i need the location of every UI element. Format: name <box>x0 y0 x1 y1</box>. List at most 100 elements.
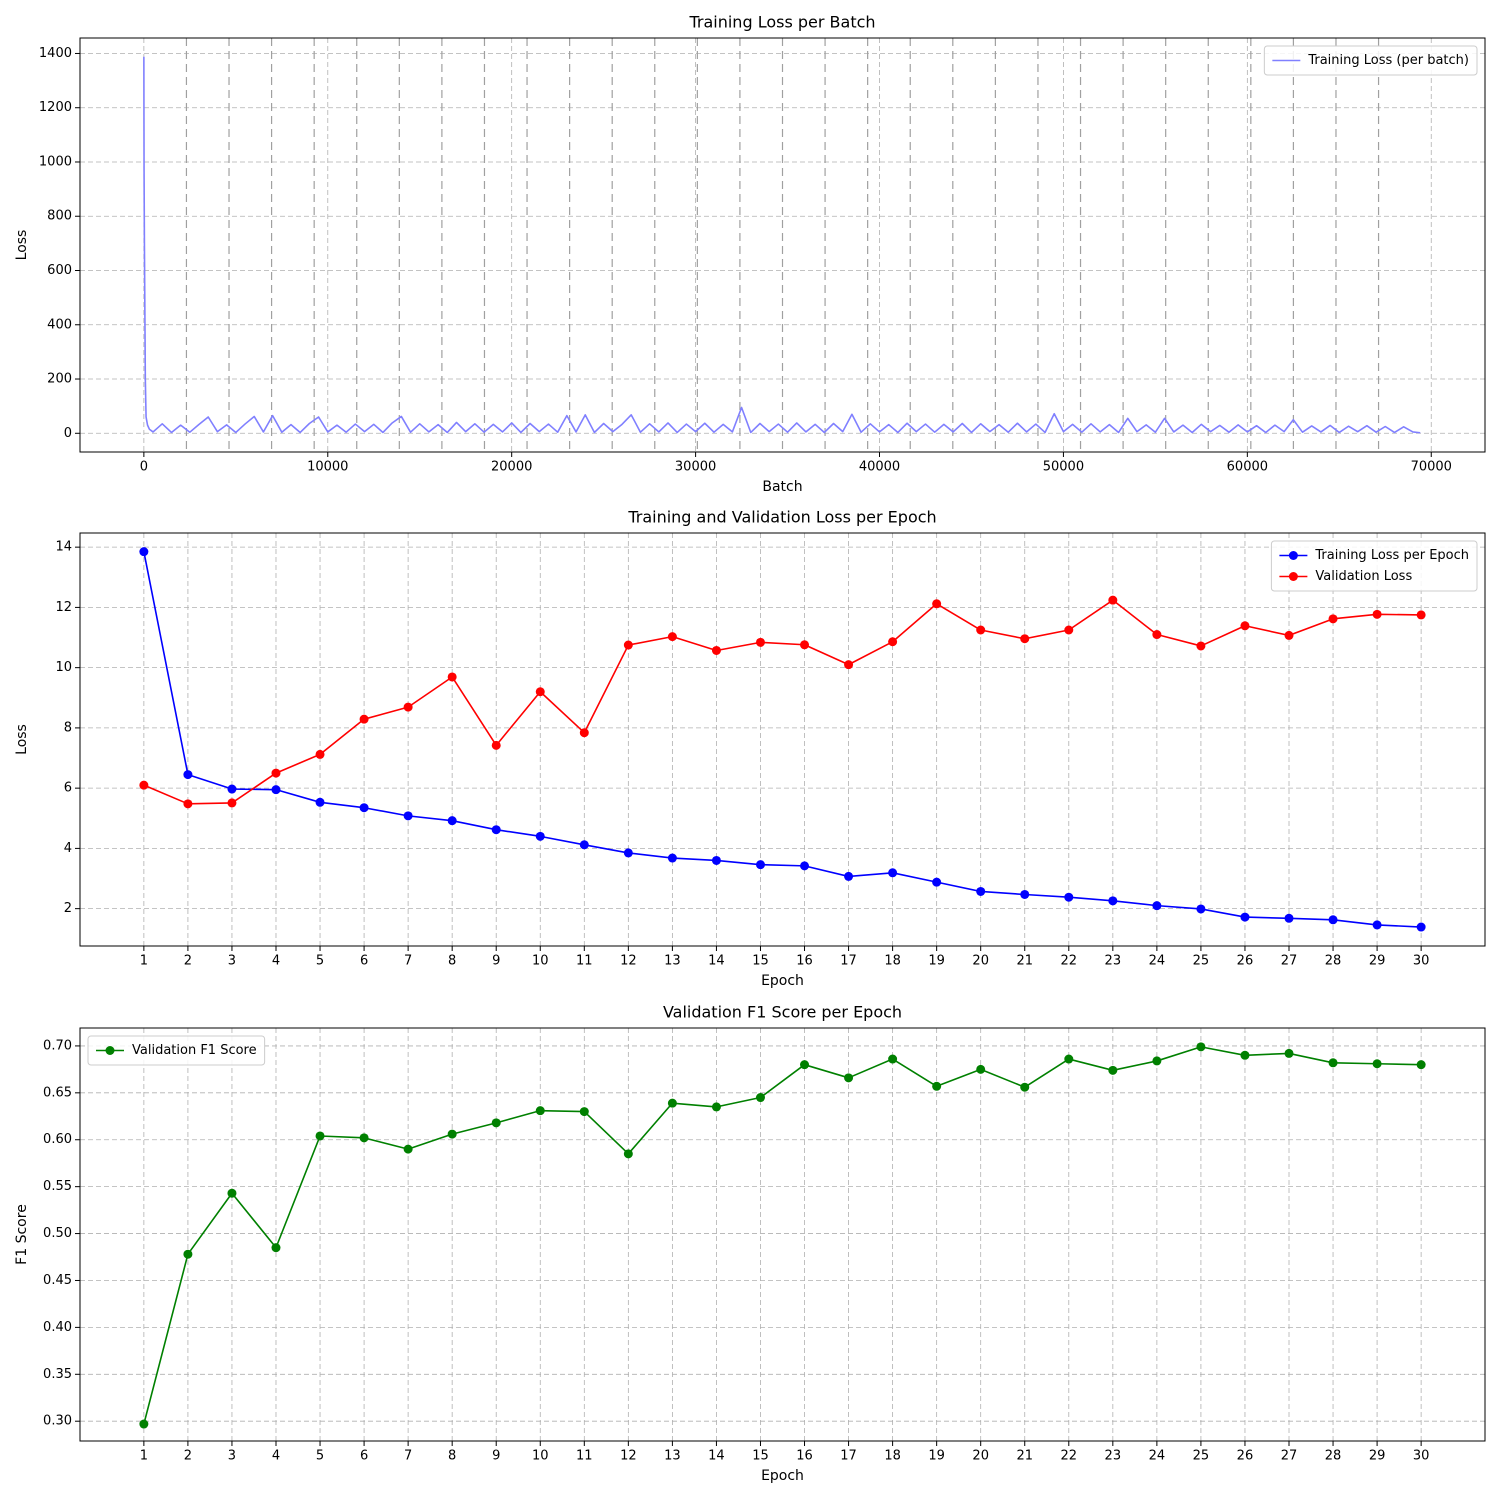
marker <box>1416 1060 1426 1070</box>
x-tick-label: 8 <box>448 954 456 969</box>
x-tick-label: 6 <box>360 954 368 969</box>
marker <box>1240 912 1250 922</box>
series-line <box>143 56 1421 434</box>
x-tick-label: 22 <box>1061 1449 1078 1464</box>
x-tick-label: 18 <box>884 954 901 969</box>
x-axis-label: Epoch <box>761 973 804 989</box>
y-tick-label: 0.55 <box>43 1179 72 1194</box>
marker <box>447 672 457 682</box>
x-tick-label: 10000 <box>307 460 348 475</box>
marker <box>1196 904 1206 914</box>
x-tick-label: 4 <box>272 954 280 969</box>
marker <box>183 1249 193 1259</box>
x-axis-label: Epoch <box>761 1468 804 1484</box>
marker <box>932 877 942 887</box>
x-tick-label: 1 <box>140 954 148 969</box>
x-tick-label: 25 <box>1193 954 1210 969</box>
y-axis-label: Loss <box>14 724 30 755</box>
y-tick-label: 14 <box>55 540 72 555</box>
x-tick-label: 3 <box>228 954 236 969</box>
y-tick-label: 0 <box>64 426 72 441</box>
marker <box>844 871 854 881</box>
marker <box>667 853 677 863</box>
x-tick-label: 16 <box>796 1449 813 1464</box>
legend-marker <box>1288 572 1298 581</box>
marker <box>447 816 457 826</box>
chart-title: Validation F1 Score per Epoch <box>663 1003 902 1022</box>
y-tick-label: 12 <box>55 600 72 615</box>
x-tick-label: 14 <box>708 1449 725 1464</box>
x-tick-label: 21 <box>1016 954 1033 969</box>
marker <box>1284 1048 1294 1058</box>
marker <box>976 625 986 635</box>
marker <box>1020 634 1030 644</box>
x-tick-label: 12 <box>620 954 637 969</box>
x-tick-label: 5 <box>316 954 324 969</box>
y-tick-label: 0.45 <box>43 1273 72 1288</box>
series-line <box>143 599 1422 805</box>
legend: Training Loss (per batch) <box>1263 45 1478 76</box>
y-tick-label: 0.70 <box>43 1038 72 1053</box>
marker <box>447 1129 457 1139</box>
x-tick-label: 7 <box>404 1449 412 1464</box>
marker <box>711 1102 721 1112</box>
x-tick-label: 30 <box>1413 954 1430 969</box>
marker <box>1108 896 1118 906</box>
series-line <box>143 1046 1422 1425</box>
marker <box>711 645 721 655</box>
marker <box>1196 641 1206 651</box>
marker <box>315 797 325 807</box>
marker <box>1328 614 1338 624</box>
y-tick-label: 0.40 <box>43 1320 72 1335</box>
marker <box>932 1081 942 1091</box>
plot-area <box>143 56 1421 434</box>
y-tick-label: 600 <box>47 263 72 278</box>
marker <box>800 1060 810 1070</box>
legend-marker <box>105 1046 115 1055</box>
marker <box>888 637 898 647</box>
marker <box>271 785 281 795</box>
legend-box <box>87 1035 266 1066</box>
x-tick-label: 26 <box>1237 1449 1254 1464</box>
marker <box>711 855 721 865</box>
x-tick-label: 3 <box>228 1449 236 1464</box>
x-tick-label: 1 <box>140 1449 148 1464</box>
legend-label: Training Loss per Epoch <box>1314 548 1469 563</box>
x-tick-label: 19 <box>928 954 945 969</box>
x-tick-label: 24 <box>1149 1449 1166 1464</box>
marker <box>1372 920 1382 930</box>
marker <box>403 811 413 821</box>
panel: 0.300.350.400.450.500.550.600.650.701 2 3 4… <box>14 1003 1486 1484</box>
plot-area <box>139 1042 1426 1429</box>
series-line <box>143 551 1422 928</box>
y-tick-label: 10 <box>55 660 72 675</box>
marker <box>1328 915 1338 925</box>
x-axis-label: Batch <box>762 479 802 495</box>
marker <box>271 768 281 778</box>
legend: Validation F1 Score <box>87 1035 266 1066</box>
marker <box>1064 625 1074 635</box>
marker <box>491 825 501 835</box>
marker <box>1196 1042 1206 1052</box>
marker <box>315 1131 325 1141</box>
marker <box>1108 595 1118 605</box>
x-tick-label: 2 <box>184 954 192 969</box>
x-tick-label: 15 <box>752 1449 769 1464</box>
marker <box>755 1093 765 1103</box>
marker <box>1416 610 1426 620</box>
y-tick-label: 1400 <box>39 46 72 61</box>
marker <box>844 1073 854 1083</box>
marker <box>755 860 765 870</box>
x-tick-label: 20 <box>972 1449 989 1464</box>
x-tick-label: 10 <box>532 1449 549 1464</box>
marker <box>491 1118 501 1128</box>
x-tick-label: 28 <box>1325 1449 1342 1464</box>
marker <box>183 770 193 780</box>
axes-frame <box>79 37 1486 453</box>
y-tick-label: 6 <box>64 781 72 796</box>
marker <box>359 714 369 724</box>
legend-marker <box>1288 551 1298 560</box>
